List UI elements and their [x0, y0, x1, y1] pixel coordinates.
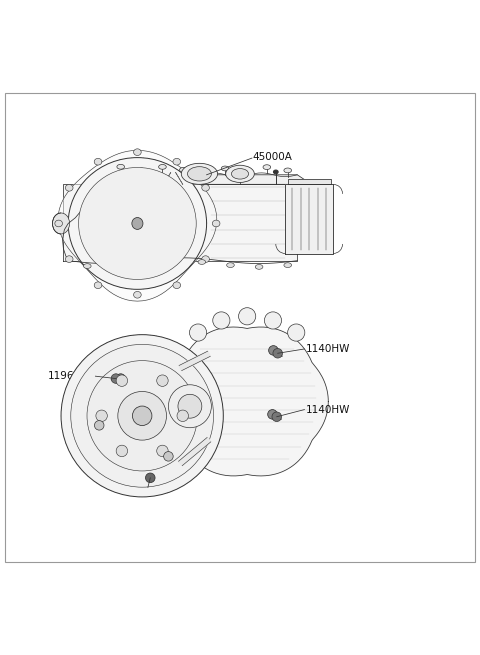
Ellipse shape [239, 308, 256, 325]
Polygon shape [288, 179, 331, 184]
Ellipse shape [164, 451, 173, 461]
Ellipse shape [84, 264, 91, 269]
Ellipse shape [213, 312, 230, 329]
Ellipse shape [158, 164, 166, 169]
Ellipse shape [94, 282, 102, 289]
Ellipse shape [200, 166, 208, 170]
Polygon shape [102, 175, 312, 184]
Ellipse shape [112, 264, 120, 269]
Text: 42121B: 42121B [129, 485, 169, 495]
Ellipse shape [157, 375, 168, 386]
Ellipse shape [188, 166, 211, 181]
Ellipse shape [221, 166, 229, 171]
Ellipse shape [226, 165, 254, 183]
Ellipse shape [284, 263, 291, 267]
Ellipse shape [65, 256, 73, 263]
Polygon shape [285, 184, 333, 253]
Ellipse shape [173, 282, 180, 289]
Ellipse shape [68, 158, 206, 290]
Text: 1140HW: 1140HW [305, 344, 350, 354]
Text: 45000A: 45000A [253, 152, 293, 162]
Ellipse shape [264, 312, 282, 329]
Ellipse shape [132, 406, 152, 426]
Polygon shape [179, 351, 210, 371]
Ellipse shape [272, 412, 281, 422]
Ellipse shape [202, 185, 209, 191]
Polygon shape [197, 402, 202, 416]
Ellipse shape [198, 259, 205, 265]
Ellipse shape [145, 473, 155, 483]
Ellipse shape [117, 164, 124, 169]
Polygon shape [179, 438, 211, 466]
Ellipse shape [120, 207, 155, 240]
Ellipse shape [95, 421, 104, 430]
Ellipse shape [231, 168, 249, 179]
Ellipse shape [157, 445, 168, 457]
Ellipse shape [71, 345, 214, 487]
Ellipse shape [118, 392, 167, 440]
Ellipse shape [181, 163, 217, 184]
Ellipse shape [227, 263, 234, 267]
Ellipse shape [173, 159, 180, 165]
Ellipse shape [110, 197, 165, 250]
Text: 1140HW: 1140HW [305, 405, 350, 415]
Ellipse shape [111, 374, 120, 383]
Text: 1196AL: 1196AL [48, 371, 87, 381]
Ellipse shape [269, 346, 278, 355]
Ellipse shape [255, 265, 263, 269]
Ellipse shape [132, 217, 143, 229]
Polygon shape [166, 327, 328, 476]
Ellipse shape [133, 291, 141, 298]
Ellipse shape [116, 375, 128, 386]
Ellipse shape [52, 213, 70, 234]
Ellipse shape [116, 374, 125, 383]
Ellipse shape [288, 324, 305, 341]
Ellipse shape [177, 410, 189, 422]
Ellipse shape [141, 261, 148, 267]
Ellipse shape [212, 220, 220, 227]
Polygon shape [63, 184, 297, 261]
Ellipse shape [273, 348, 282, 358]
Ellipse shape [133, 149, 141, 155]
Ellipse shape [263, 165, 271, 170]
Ellipse shape [138, 168, 145, 173]
Ellipse shape [169, 259, 177, 264]
Ellipse shape [65, 185, 73, 191]
Ellipse shape [87, 361, 197, 471]
Ellipse shape [242, 167, 250, 172]
Ellipse shape [96, 410, 108, 422]
Ellipse shape [129, 215, 146, 231]
Ellipse shape [55, 220, 62, 227]
Ellipse shape [168, 384, 211, 428]
Ellipse shape [79, 168, 196, 280]
Ellipse shape [284, 168, 291, 173]
Ellipse shape [89, 178, 186, 270]
Ellipse shape [268, 409, 277, 419]
Ellipse shape [178, 394, 202, 418]
Ellipse shape [202, 256, 209, 263]
Ellipse shape [61, 335, 223, 497]
Polygon shape [58, 151, 217, 301]
Ellipse shape [190, 324, 207, 341]
Ellipse shape [116, 445, 128, 457]
Ellipse shape [274, 170, 278, 174]
Ellipse shape [94, 159, 102, 165]
Ellipse shape [180, 168, 187, 172]
Ellipse shape [99, 187, 176, 259]
